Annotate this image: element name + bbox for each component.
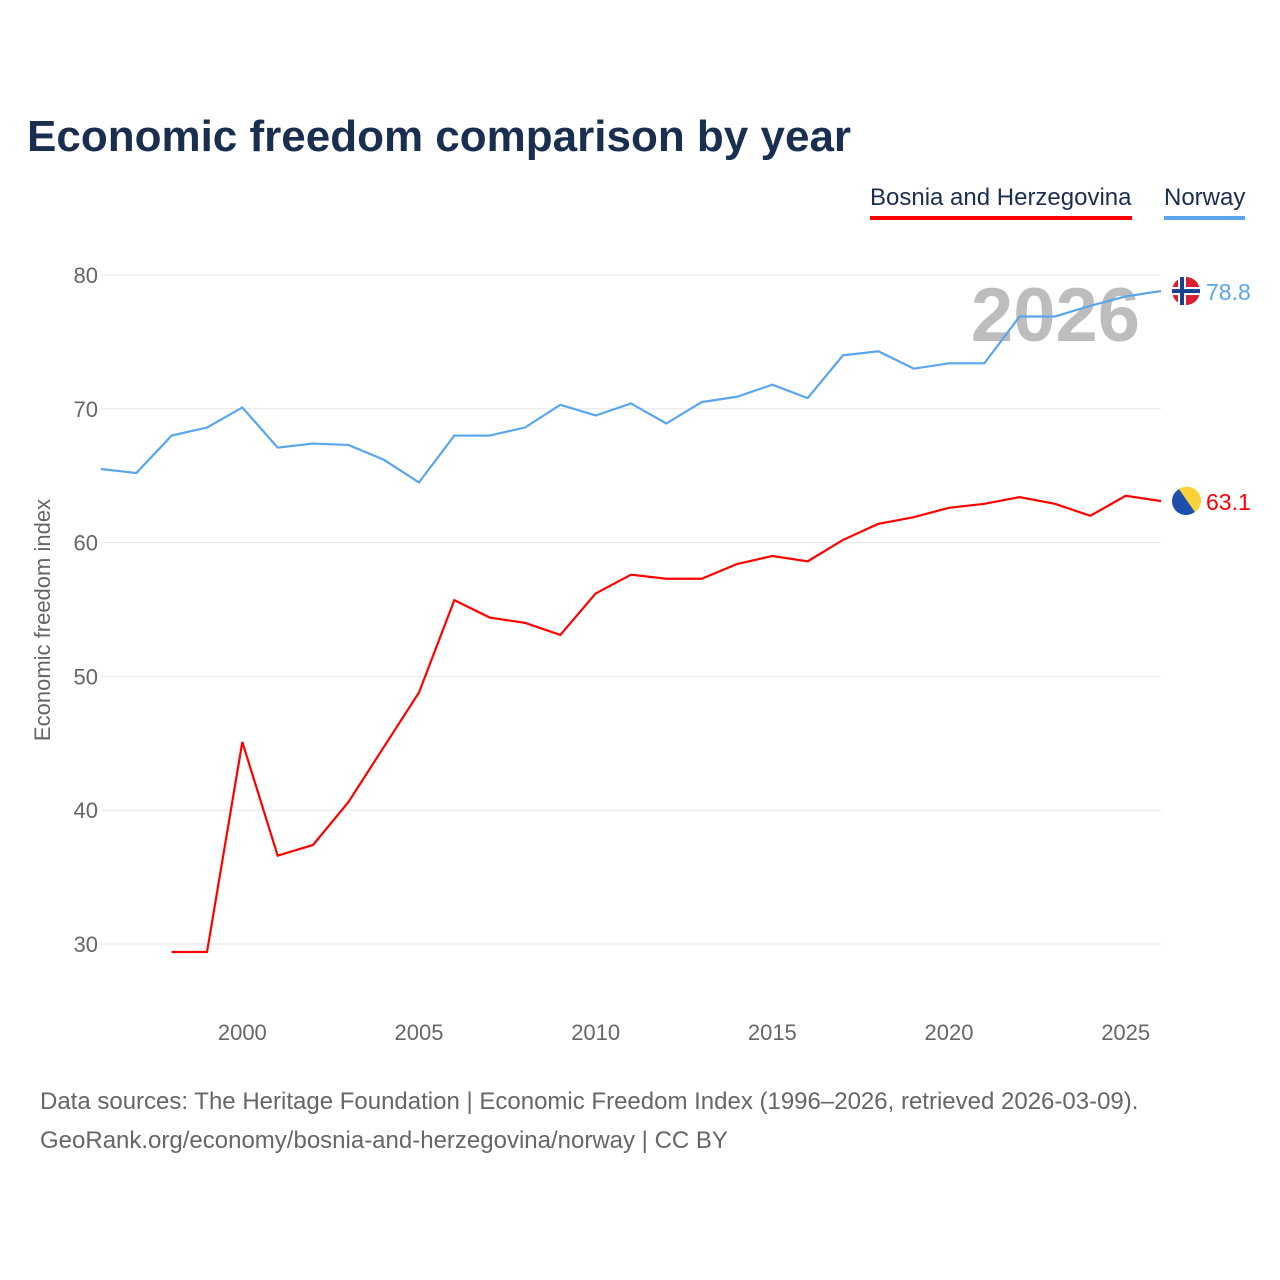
y-tick-label: 60 <box>74 531 98 556</box>
y-tick-label: 70 <box>74 397 98 422</box>
x-tick-label: 2020 <box>925 1020 974 1045</box>
series-line-bosnia <box>171 494 1162 954</box>
x-tick-label: 2005 <box>395 1020 444 1045</box>
y-tick-label: 80 <box>74 263 98 288</box>
end-value-label: 78.8 <box>1206 279 1251 305</box>
flag-cross <box>1172 289 1200 294</box>
flag-triangle <box>1179 486 1202 513</box>
y-tick-label: 50 <box>74 664 98 689</box>
x-tick-label: 2025 <box>1101 1020 1150 1045</box>
flag-cross <box>1180 277 1184 306</box>
legend-norway[interactable]: Norway <box>1164 184 1246 220</box>
x-tick-label: 2010 <box>571 1020 620 1045</box>
chart-title: Economic freedom comparison by year <box>27 112 852 161</box>
y-tick-label: 40 <box>74 798 98 823</box>
series-line-norway <box>100 289 1162 484</box>
source-text: Data sources: The Heritage Foundation | … <box>40 1088 1139 1115</box>
x-tick-label: 2000 <box>218 1020 267 1045</box>
end-value-label: 63.1 <box>1206 489 1251 515</box>
y-tick-label: 30 <box>74 932 98 957</box>
x-tick-label: 2015 <box>748 1020 797 1045</box>
legend-bosnia[interactable]: Bosnia and Herzegovina <box>870 184 1132 220</box>
source-url: GeoRank.org/economy/bosnia-and-herzegovi… <box>40 1127 728 1154</box>
y-axis-label: Economic freedom index <box>30 499 55 741</box>
